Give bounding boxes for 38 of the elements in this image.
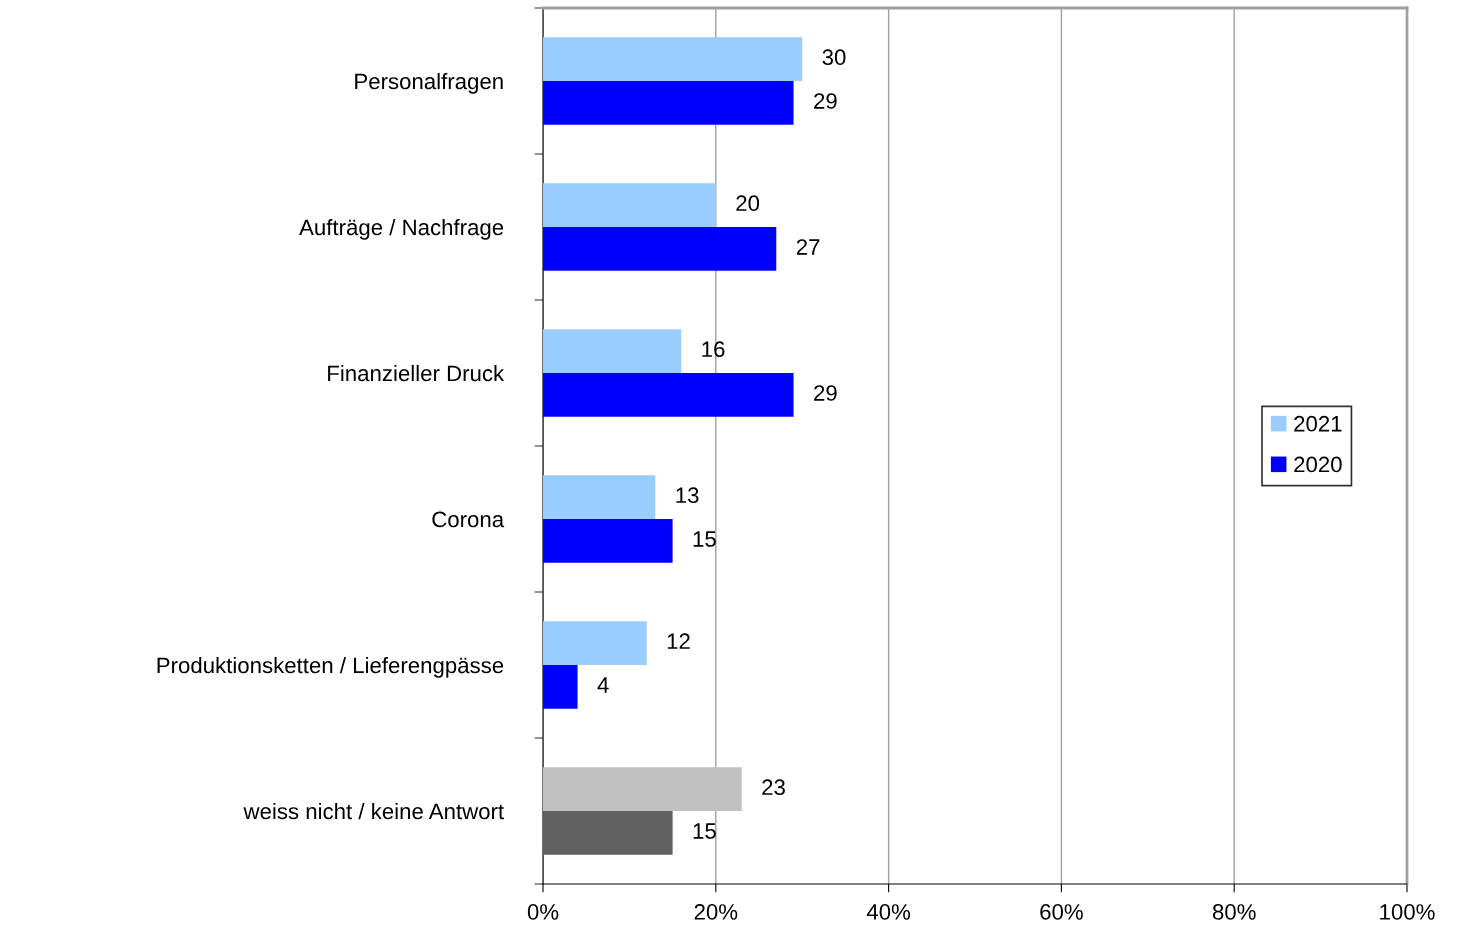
x-tick-label: 60% xyxy=(1040,904,1083,920)
data-label: 4 xyxy=(597,677,609,693)
bar xyxy=(543,37,803,81)
y-tick-label: Aufträge / Nachfrage xyxy=(299,218,504,240)
bar xyxy=(543,767,742,811)
x-tick-label: 0% xyxy=(527,904,559,920)
bar xyxy=(543,329,682,373)
data-label: 29 xyxy=(814,385,837,401)
legend-label: 2021 xyxy=(1294,415,1342,432)
bar xyxy=(543,373,794,417)
y-tick-label: Corona xyxy=(432,511,505,528)
data-label: 29 xyxy=(814,93,837,109)
x-tick-label: 40% xyxy=(866,904,911,920)
legend-label: 2020 xyxy=(1294,456,1342,473)
data-label: 20 xyxy=(736,195,760,212)
y-tick-label: Finanzieller Druck xyxy=(328,364,505,382)
y-tick-label: Produktionsketten / Lieferengpässe xyxy=(157,656,504,678)
data-label: 15 xyxy=(693,823,716,839)
data-label: 16 xyxy=(702,341,725,358)
data-label: 23 xyxy=(762,779,785,796)
bar xyxy=(543,81,794,125)
x-tick-label: 20% xyxy=(694,904,738,920)
data-label: 27 xyxy=(796,239,820,255)
data-label: 30 xyxy=(822,49,846,66)
data-label: 13 xyxy=(676,487,699,504)
x-tick-label: 80% xyxy=(1212,904,1256,920)
bar xyxy=(543,621,647,665)
bar xyxy=(543,665,578,709)
data-label: 15 xyxy=(693,531,716,547)
bar xyxy=(543,475,656,519)
bar xyxy=(543,811,673,855)
bar xyxy=(543,227,777,271)
y-tick-label: weiss nicht / keine Antwort xyxy=(243,802,504,820)
x-tick-label: 100% xyxy=(1380,904,1435,920)
bar xyxy=(543,519,673,563)
data-label: 12 xyxy=(667,633,690,649)
y-tick-label: Personalfragen xyxy=(355,72,503,94)
bar xyxy=(543,183,716,227)
